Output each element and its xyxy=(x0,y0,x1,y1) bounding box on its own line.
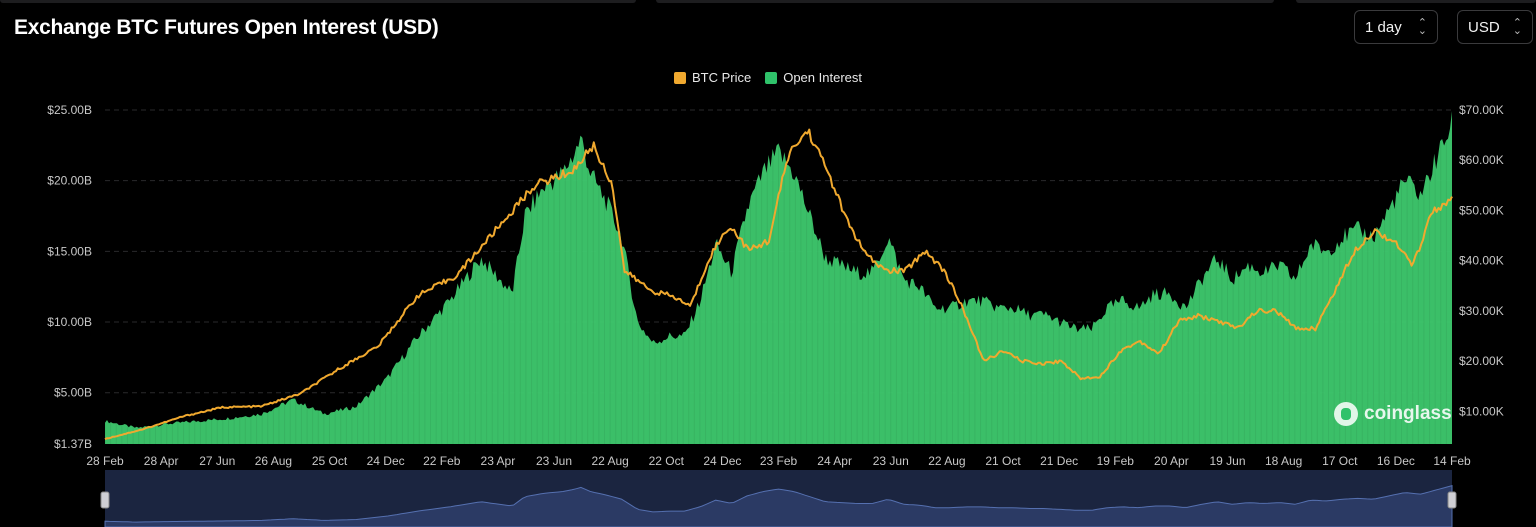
coinglass-logo-icon xyxy=(1334,402,1358,426)
x-axis: 28 Feb 28 Apr 27 Jun 26 Aug 25 Oct 24 Dec 22 F… xyxy=(86,454,1471,468)
x-tick-label: 18 Aug xyxy=(1265,454,1302,468)
x-tick-label: 24 Dec xyxy=(703,454,741,468)
x-tick-label: 14 Feb xyxy=(1433,454,1471,468)
y-left-tick-label: $25.00B xyxy=(47,103,92,117)
top-strip-middle xyxy=(656,0,1274,3)
x-tick-label: 27 Jun xyxy=(199,454,235,468)
legend-swatch-open-interest xyxy=(765,71,778,84)
y-right-tick-label: $10.00K xyxy=(1459,404,1504,418)
open-interest-area-fill xyxy=(105,111,1452,444)
btc-price-line-path xyxy=(104,128,1453,441)
y-right-tick-label: $50.00K xyxy=(1459,203,1504,217)
legend-label-open-interest: Open Interest xyxy=(783,70,862,85)
up-down-chevron-icon: ⌃ ⌄ xyxy=(1417,17,1427,37)
y-right-tick-label: $60.00K xyxy=(1459,153,1504,167)
page-title: Exchange BTC Futures Open Interest (USD) xyxy=(14,16,439,39)
navigator-series xyxy=(104,485,1453,527)
x-tick-label: 20 Apr xyxy=(1154,454,1189,468)
x-tick-label: 23 Jun xyxy=(536,454,572,468)
btc-price-line xyxy=(104,128,1453,441)
currency-select[interactable]: USD ⌃ ⌄ xyxy=(1457,10,1533,44)
y-left-tick-label: $15.00B xyxy=(47,244,92,258)
x-tick-label: 23 Jun xyxy=(873,454,909,468)
x-tick-label: 19 Feb xyxy=(1097,454,1135,468)
y-right-tick-label: $20.00K xyxy=(1459,354,1504,368)
interval-select-value: 1 day xyxy=(1365,18,1402,36)
x-tick-label: 28 Feb xyxy=(86,454,124,468)
x-tick-label: 22 Oct xyxy=(649,454,685,468)
x-tick-label: 24 Apr xyxy=(817,454,852,468)
x-tick-label: 28 Apr xyxy=(144,454,179,468)
y-right-tick-label: $70.00K xyxy=(1459,103,1504,117)
x-tick-label: 25 Oct xyxy=(312,454,348,468)
x-tick-label: 22 Aug xyxy=(928,454,965,468)
y-axis-right: $10.00K $20.00K $30.00K $40.00K $50.00K $60.0… xyxy=(1459,103,1504,418)
y-right-tick-label: $40.00K xyxy=(1459,254,1504,268)
x-tick-label: 24 Dec xyxy=(367,454,405,468)
x-tick-label: 16 Dec xyxy=(1377,454,1415,468)
y-left-tick-label: $20.00B xyxy=(47,174,92,188)
up-down-chevron-icon: ⌃ ⌄ xyxy=(1512,17,1522,37)
range-navigator[interactable] xyxy=(100,470,1457,527)
y-left-tick-label: $10.00B xyxy=(47,315,92,329)
watermark-text: coinglass xyxy=(1364,403,1452,424)
open-interest-area xyxy=(104,110,1452,444)
x-tick-label: 23 Apr xyxy=(481,454,516,468)
chart-legend: BTC Price Open Interest xyxy=(0,70,1536,85)
currency-select-value: USD xyxy=(1468,18,1500,36)
x-tick-label: 26 Aug xyxy=(255,454,292,468)
top-strip-left xyxy=(0,0,636,3)
y-left-tick-label: $5.00B xyxy=(54,386,92,400)
legend-item-btc-price[interactable]: BTC Price xyxy=(673,70,752,85)
x-tick-label: 22 Feb xyxy=(423,454,461,468)
top-strip-right xyxy=(1296,0,1536,3)
x-tick-label: 22 Aug xyxy=(591,454,628,468)
legend-swatch-btc-price xyxy=(673,71,686,84)
coinglass-watermark: coinglass xyxy=(1334,402,1452,426)
legend-label-btc-price: BTC Price xyxy=(691,70,752,85)
navigator-handle-left[interactable] xyxy=(100,491,110,509)
legend-item-open-interest[interactable]: Open Interest xyxy=(765,70,862,85)
navigator-handle-right[interactable] xyxy=(1447,491,1457,509)
x-tick-label: 23 Feb xyxy=(760,454,798,468)
y-axis-left: $1.37B $5.00B $10.00B $15.00B $20.00B $25.00B xyxy=(47,103,92,451)
x-tick-label: 21 Dec xyxy=(1040,454,1078,468)
y-left-tick-label: $1.37B xyxy=(54,437,92,451)
interval-select[interactable]: 1 day ⌃ ⌄ xyxy=(1354,10,1438,44)
x-tick-label: 19 Jun xyxy=(1209,454,1245,468)
x-tick-label: 17 Oct xyxy=(1322,454,1358,468)
x-tick-label: 21 Oct xyxy=(985,454,1021,468)
y-right-tick-label: $30.00K xyxy=(1459,304,1504,318)
